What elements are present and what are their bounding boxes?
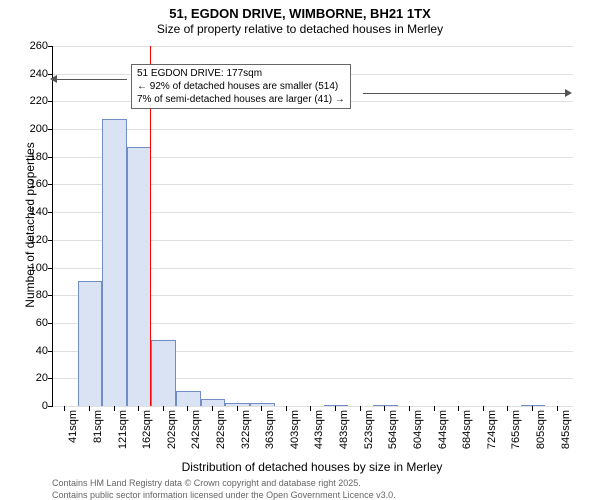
ytick-label: 80 bbox=[36, 289, 48, 301]
xtick-mark bbox=[310, 406, 311, 411]
xtick-mark bbox=[64, 406, 65, 411]
xtick-mark bbox=[557, 406, 558, 411]
xtick-label: 724sqm bbox=[486, 410, 498, 449]
xtick-label: 121sqm bbox=[117, 410, 129, 449]
ytick-label: 260 bbox=[30, 40, 48, 52]
footer-line1: Contains HM Land Registry data © Crown c… bbox=[52, 478, 361, 488]
ytick-label: 40 bbox=[36, 345, 48, 357]
xtick-mark bbox=[286, 406, 287, 411]
xtick-label: 41sqm bbox=[67, 410, 79, 443]
chart-title: 51, EGDON DRIVE, WIMBORNE, BH21 1TX bbox=[0, 0, 600, 22]
ytick-mark bbox=[48, 240, 53, 241]
xtick-label: 363sqm bbox=[264, 410, 276, 449]
xtick-label: 604sqm bbox=[412, 410, 424, 449]
xtick-label: 684sqm bbox=[461, 410, 473, 449]
ytick-label: 200 bbox=[30, 123, 48, 135]
ytick-label: 20 bbox=[36, 372, 48, 384]
arrow-right-head bbox=[565, 89, 572, 97]
xtick-label: 845sqm bbox=[560, 410, 572, 449]
chart-container: 51, EGDON DRIVE, WIMBORNE, BH21 1TX Size… bbox=[0, 0, 600, 500]
xtick-label: 322sqm bbox=[240, 410, 252, 449]
xtick-mark bbox=[409, 406, 410, 411]
xtick-label: 81sqm bbox=[92, 410, 104, 443]
xtick-mark bbox=[384, 406, 385, 411]
xtick-mark bbox=[507, 406, 508, 411]
ytick-label: 100 bbox=[30, 262, 48, 274]
xtick-mark bbox=[360, 406, 361, 411]
ytick-mark bbox=[48, 351, 53, 352]
arrow-left-line bbox=[57, 79, 127, 80]
xtick-mark bbox=[163, 406, 164, 411]
chart-subtitle: Size of property relative to detached ho… bbox=[0, 22, 600, 37]
ytick-mark bbox=[48, 184, 53, 185]
arrow-left-head bbox=[50, 75, 57, 83]
ytick-mark bbox=[48, 101, 53, 102]
xtick-mark bbox=[237, 406, 238, 411]
xtick-mark bbox=[458, 406, 459, 411]
xtick-label: 644sqm bbox=[437, 410, 449, 449]
annotation-header: 51 EGDON DRIVE: 177sqm bbox=[137, 67, 345, 80]
ytick-mark bbox=[48, 323, 53, 324]
xtick-mark bbox=[434, 406, 435, 411]
x-axis-label: Distribution of detached houses by size … bbox=[52, 460, 572, 474]
arrow-right-line bbox=[363, 93, 565, 94]
y-ticks: 020406080100120140160180200220240260 bbox=[0, 46, 52, 406]
xtick-mark bbox=[483, 406, 484, 411]
ytick-label: 220 bbox=[30, 95, 48, 107]
xtick-label: 805sqm bbox=[535, 410, 547, 449]
plot-area: 51 EGDON DRIVE: 177sqm ← 92% of detached… bbox=[52, 46, 573, 407]
xtick-label: 162sqm bbox=[141, 410, 153, 449]
ytick-mark bbox=[48, 46, 53, 47]
xtick-mark bbox=[138, 406, 139, 411]
ytick-mark bbox=[48, 268, 53, 269]
xtick-label: 403sqm bbox=[289, 410, 301, 449]
xtick-mark bbox=[335, 406, 336, 411]
ytick-label: 180 bbox=[30, 151, 48, 163]
xtick-label: 443sqm bbox=[313, 410, 325, 449]
annotation-box: 51 EGDON DRIVE: 177sqm ← 92% of detached… bbox=[131, 64, 351, 109]
xtick-label: 202sqm bbox=[166, 410, 178, 449]
xtick-label: 282sqm bbox=[215, 410, 227, 449]
xtick-label: 523sqm bbox=[363, 410, 375, 449]
ytick-mark bbox=[48, 295, 53, 296]
ytick-label: 120 bbox=[30, 234, 48, 246]
ytick-label: 60 bbox=[36, 317, 48, 329]
xtick-mark bbox=[532, 406, 533, 411]
xtick-label: 483sqm bbox=[338, 410, 350, 449]
footer-line2: Contains public sector information licen… bbox=[52, 490, 396, 500]
xtick-mark bbox=[261, 406, 262, 411]
overlay-layer: 51 EGDON DRIVE: 177sqm ← 92% of detached… bbox=[53, 46, 573, 406]
xtick-label: 242sqm bbox=[190, 410, 202, 449]
x-ticks: 41sqm 81sqm 121sqm 162sqm 202sqm 242sqm 282sqm… bbox=[52, 406, 572, 466]
ytick-label: 240 bbox=[30, 68, 48, 80]
ytick-label: 160 bbox=[30, 178, 48, 190]
xtick-mark bbox=[89, 406, 90, 411]
xtick-label: 765sqm bbox=[510, 410, 522, 449]
ytick-mark bbox=[48, 74, 53, 75]
ytick-mark bbox=[48, 378, 53, 379]
xtick-label: 564sqm bbox=[387, 410, 399, 449]
ytick-mark bbox=[48, 129, 53, 130]
ytick-label: 140 bbox=[30, 206, 48, 218]
xtick-mark bbox=[114, 406, 115, 411]
annotation-line1: ← 92% of detached houses are smaller (51… bbox=[137, 80, 345, 93]
ytick-mark bbox=[48, 212, 53, 213]
xtick-mark bbox=[187, 406, 188, 411]
xtick-mark bbox=[212, 406, 213, 411]
ytick-mark bbox=[48, 157, 53, 158]
annotation-line2: 7% of semi-detached houses are larger (4… bbox=[137, 93, 345, 106]
